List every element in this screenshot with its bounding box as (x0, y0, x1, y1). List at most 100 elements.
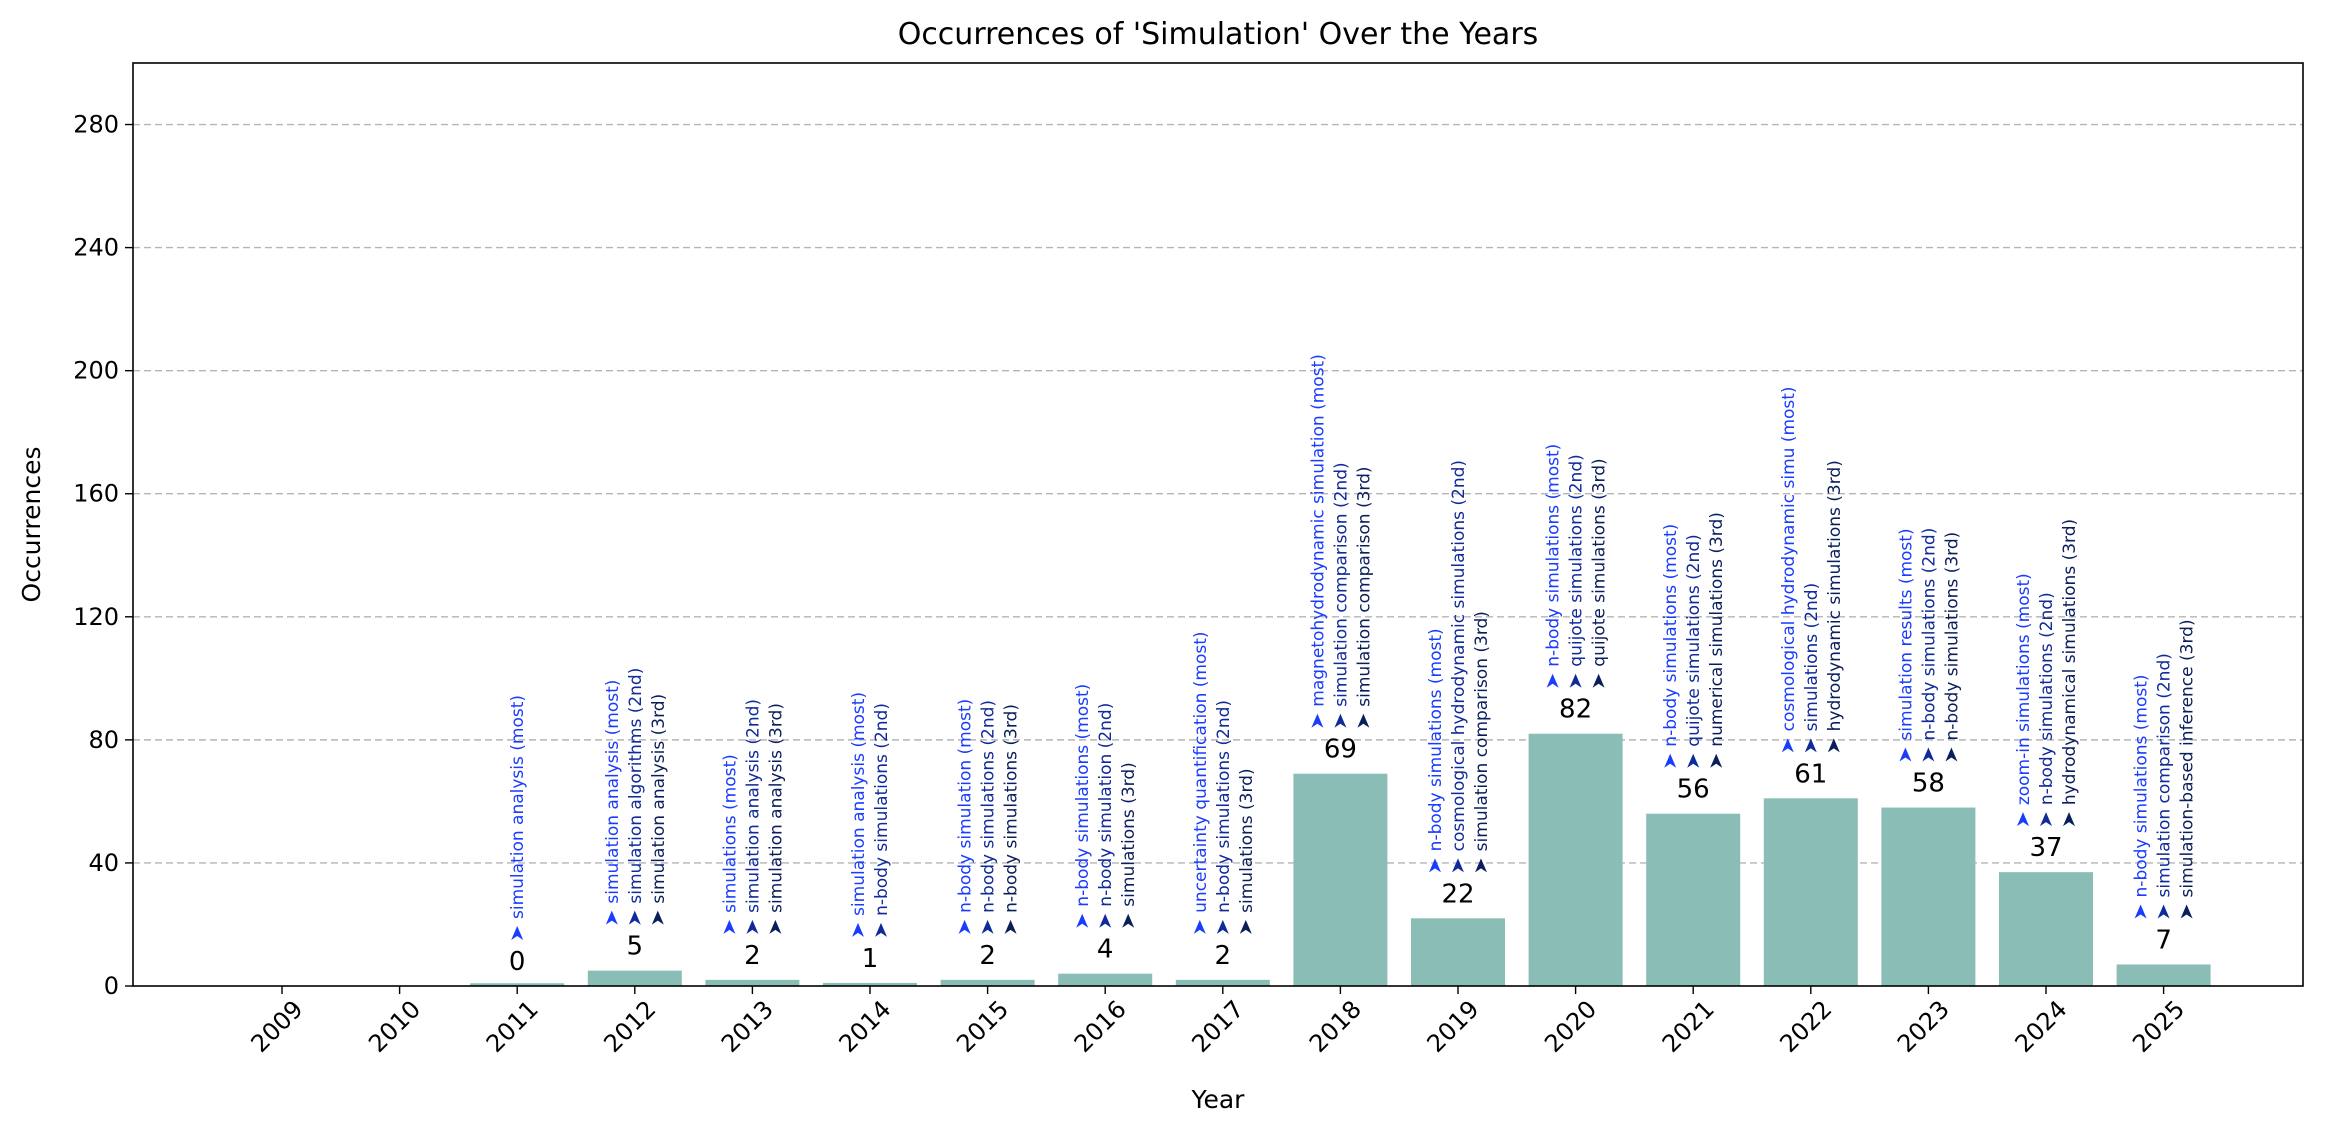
keyword-label: simulation analysis (most) (849, 692, 869, 916)
keyword-annotation: simulations (3rd) (1237, 768, 1257, 934)
keyword-annotation: simulation analysis (most) (508, 695, 528, 940)
keyword-label: simulation results (most) (1896, 528, 1916, 740)
bar-value-label: 0 (509, 947, 526, 977)
bar-value-label: 69 (1324, 735, 1357, 765)
arrow-marker-icon (1546, 673, 1559, 688)
keyword-label: quijote simulations (2nd) (1567, 454, 1587, 666)
arrow-marker-icon (746, 919, 759, 934)
bar-value-label: 2 (979, 941, 996, 971)
bar (470, 983, 565, 986)
keyword-label: quijote simulations (2nd) (1684, 534, 1704, 746)
arrow-marker-icon (1804, 738, 1817, 753)
keyword-label: simulation comparison (3rd) (1472, 611, 1492, 851)
keyword-annotation: n-body simulations (2nd) (2037, 592, 2057, 827)
bar (1999, 872, 2093, 986)
arrow-marker-icon (1099, 913, 1112, 928)
keyword-label: cosmological hydrodynamic simulations (2… (1449, 460, 1469, 851)
arrow-marker-icon (1945, 747, 1958, 762)
y-tick-label: 280 (73, 111, 119, 139)
bar (587, 970, 682, 986)
keyword-label: n-body simulation (most) (956, 699, 976, 913)
keyword-label: zoom-in simulations (most) (2014, 573, 2034, 805)
keyword-annotation: n-body simulations (2nd) (1919, 528, 1939, 762)
keyword-label: n-body simulations (most) (1073, 684, 1093, 907)
arrow-marker-icon (958, 919, 971, 934)
arrow-marker-icon (651, 910, 664, 925)
arrow-marker-icon (2157, 904, 2170, 919)
bar-value-label: 5 (627, 932, 644, 962)
keyword-annotation: quijote simulations (3rd) (1590, 458, 1610, 688)
bar (940, 979, 1035, 986)
arrow-marker-icon (769, 919, 782, 934)
bar-value-label: 4 (1097, 935, 1114, 965)
bar-value-label: 37 (2029, 833, 2062, 863)
keyword-annotation: hydrodynamical simulations (3rd) (2060, 519, 2080, 827)
arrow-marker-icon (1827, 738, 1840, 753)
y-tick-label: 80 (88, 726, 119, 754)
arrow-marker-icon (875, 922, 887, 937)
keyword-label: n-body simulations (2nd) (979, 700, 999, 913)
keyword-annotation: magnetohydrodynamic simulation (most) (1308, 354, 1328, 728)
keyword-annotation: simulation analysis (3rd) (649, 694, 669, 925)
keyword-annotation: simulation comparison (3rd) (1354, 466, 1374, 728)
keyword-label: simulations (most) (720, 754, 740, 913)
keyword-label: n-body simulations (most) (1544, 444, 1564, 667)
arrow-marker-icon (605, 910, 618, 925)
arrow-marker-icon (1922, 747, 1935, 762)
keyword-annotation: n-body simulations (3rd) (1002, 704, 1022, 934)
bar (1175, 979, 1270, 986)
keyword-label: n-body simulations (most) (2132, 674, 2152, 897)
keyword-label: simulations (2nd) (1802, 583, 1822, 732)
keyword-label: cosmological hydrodynamic simu (most) (1779, 386, 1799, 731)
keyword-annotation: simulation results (most) (1896, 528, 1916, 762)
keyword-label: simulation analysis (most) (508, 695, 528, 919)
keyword-annotation: simulation-based inference (3rd) (2178, 619, 2198, 919)
y-axis-title: Occurrences (17, 447, 46, 603)
keyword-label: n-body simulations (2nd) (1214, 700, 1234, 913)
arrow-marker-icon (1311, 713, 1324, 728)
y-tick-label: 120 (73, 603, 119, 631)
keyword-label: simulation analysis (3rd) (766, 703, 786, 913)
keyword-label: simulations (3rd) (1119, 762, 1139, 906)
keyword-label: simulations (3rd) (1237, 768, 1257, 912)
bar-value-label: 2 (744, 941, 761, 971)
arrow-marker-icon (1687, 753, 1700, 768)
bar (1646, 813, 1741, 986)
bar (1411, 918, 1505, 986)
keyword-annotation: zoom-in simulations (most) (2014, 573, 2034, 827)
bar (1763, 798, 1858, 986)
bar-value-label: 82 (1559, 695, 1592, 725)
keyword-annotation: simulation analysis (most) (603, 680, 623, 925)
keyword-annotation: n-body simulations (most) (1073, 684, 1093, 928)
keyword-annotation: simulation analysis (3rd) (766, 703, 786, 934)
bar-value-label: 7 (2155, 925, 2172, 955)
keyword-annotation: quijote simulations (2nd) (1684, 534, 1704, 768)
keyword-label: n-body simulations (3rd) (1942, 532, 1962, 741)
keyword-annotation: simulation comparison (3rd) (1472, 611, 1492, 873)
plot-frame (132, 62, 2304, 987)
keyword-label: uncertainty quantification (most) (1191, 631, 1211, 912)
arrow-marker-icon (1781, 738, 1794, 753)
arrow-marker-icon (2134, 904, 2147, 919)
keyword-label: simulation comparison (2nd) (1331, 462, 1351, 706)
keyword-annotation: n-body simulations (most) (1661, 524, 1681, 768)
arrow-marker-icon (1569, 673, 1582, 688)
arrow-marker-icon (1122, 913, 1135, 928)
keyword-annotation: n-body simulations (2nd) (979, 700, 999, 934)
arrow-marker-icon (1357, 713, 1370, 728)
keyword-label: n-body simulations (most) (1426, 628, 1446, 851)
bar-value-label: 58 (1912, 769, 1945, 799)
arrow-marker-icon (852, 922, 864, 937)
keyword-annotation: simulation comparison (2nd) (2155, 653, 2175, 919)
keyword-annotation: n-body simulations (3rd) (1942, 532, 1962, 762)
keyword-annotation: n-body simulations (2nd) (1214, 700, 1234, 934)
keyword-annotation: simulations (2nd) (1802, 583, 1822, 753)
keyword-label: n-body simulations (3rd) (1002, 704, 1022, 913)
arrow-marker-icon (511, 926, 524, 940)
gridlines (133, 123, 2303, 864)
arrow-marker-icon (1004, 919, 1017, 934)
keyword-annotation: uncertainty quantification (most) (1191, 631, 1211, 934)
chart-title: Occurrences of 'Simulation' Over the Yea… (898, 17, 1539, 52)
